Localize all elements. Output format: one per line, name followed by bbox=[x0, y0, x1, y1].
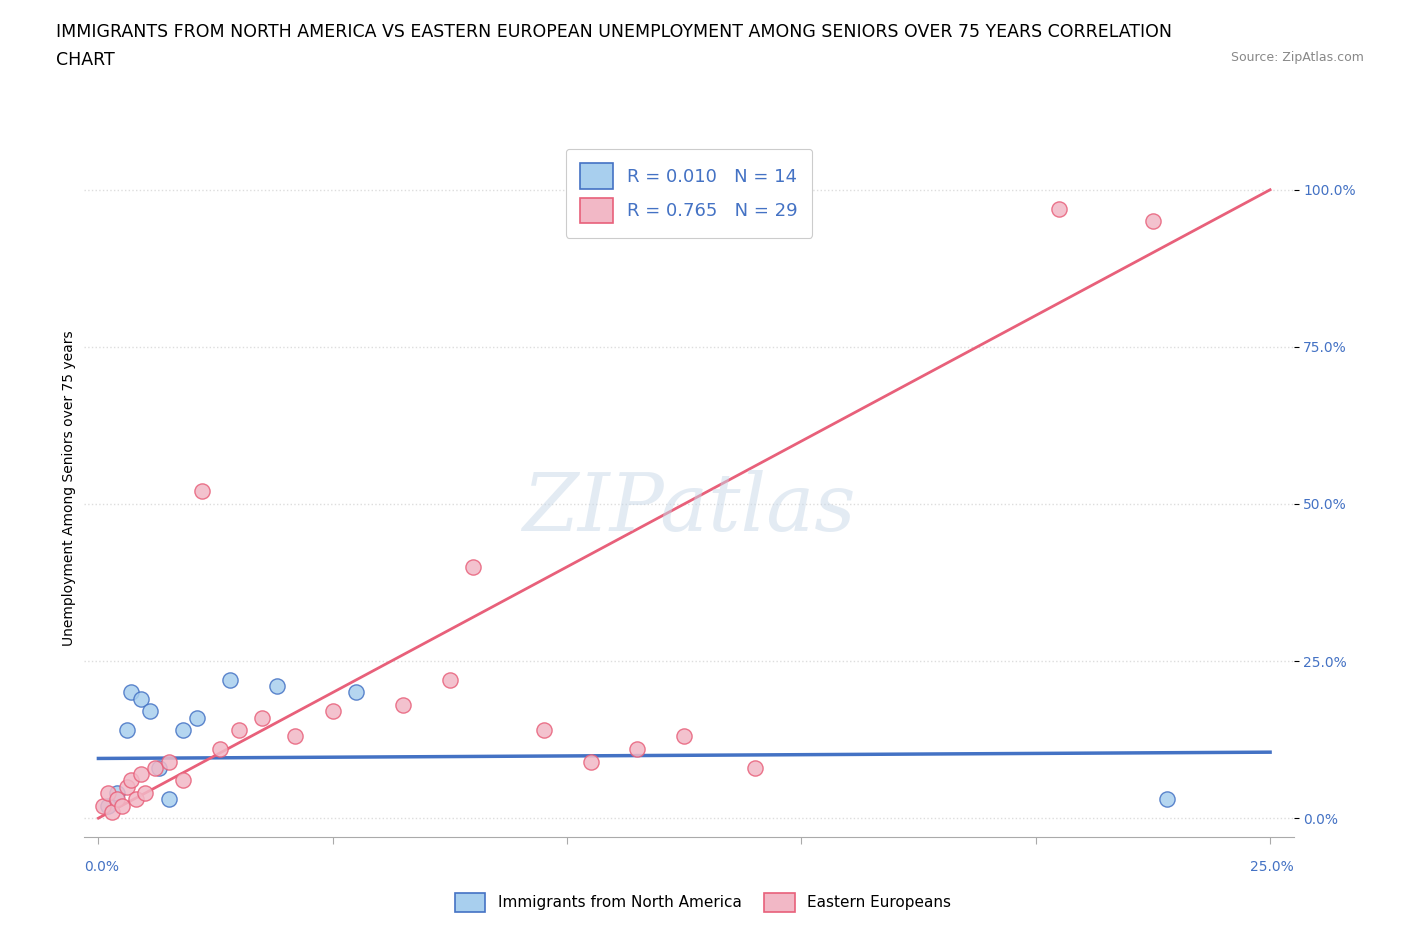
Point bbox=[218, 672, 240, 687]
Point bbox=[105, 791, 128, 806]
Text: ZIPatlas: ZIPatlas bbox=[522, 471, 856, 548]
Point bbox=[129, 691, 152, 706]
Text: 25.0%: 25.0% bbox=[1250, 860, 1294, 874]
Y-axis label: Unemployment Among Seniors over 75 years: Unemployment Among Seniors over 75 years bbox=[62, 330, 76, 646]
Point bbox=[97, 786, 120, 801]
Legend: R = 0.010   N = 14, R = 0.765   N = 29: R = 0.010 N = 14, R = 0.765 N = 29 bbox=[565, 149, 813, 237]
Point bbox=[228, 723, 250, 737]
Point bbox=[533, 723, 555, 737]
Point bbox=[209, 741, 232, 756]
Point bbox=[322, 704, 344, 719]
Point bbox=[115, 723, 138, 737]
Text: IMMIGRANTS FROM NORTH AMERICA VS EASTERN EUROPEAN UNEMPLOYMENT AMONG SENIORS OVE: IMMIGRANTS FROM NORTH AMERICA VS EASTERN… bbox=[56, 23, 1173, 41]
Point bbox=[148, 761, 170, 776]
Point bbox=[392, 698, 415, 712]
Point bbox=[139, 704, 162, 719]
Point bbox=[97, 798, 120, 813]
Point bbox=[157, 754, 180, 769]
Point bbox=[120, 773, 142, 788]
Point bbox=[172, 773, 194, 788]
Point bbox=[143, 761, 166, 776]
Legend: Immigrants from North America, Eastern Europeans: Immigrants from North America, Eastern E… bbox=[449, 887, 957, 918]
Point bbox=[186, 711, 208, 725]
Text: Source: ZipAtlas.com: Source: ZipAtlas.com bbox=[1230, 51, 1364, 64]
Point bbox=[344, 685, 367, 700]
Point bbox=[157, 791, 180, 806]
Text: CHART: CHART bbox=[56, 51, 115, 69]
Point bbox=[134, 786, 156, 801]
Point bbox=[172, 723, 194, 737]
Point bbox=[101, 804, 124, 819]
Text: 0.0%: 0.0% bbox=[84, 860, 120, 874]
Point bbox=[125, 791, 148, 806]
Point bbox=[439, 672, 461, 687]
Point bbox=[1156, 791, 1178, 806]
Point bbox=[129, 766, 152, 781]
Point bbox=[190, 484, 212, 498]
Point bbox=[91, 798, 114, 813]
Point bbox=[673, 729, 696, 744]
Point bbox=[105, 786, 128, 801]
Point bbox=[579, 754, 602, 769]
Point bbox=[284, 729, 307, 744]
Point bbox=[252, 711, 274, 725]
Point bbox=[266, 679, 288, 694]
Point bbox=[626, 741, 648, 756]
Point bbox=[744, 761, 766, 776]
Point bbox=[1142, 214, 1164, 229]
Point bbox=[111, 798, 134, 813]
Point bbox=[120, 685, 142, 700]
Point bbox=[115, 779, 138, 794]
Point bbox=[1047, 201, 1070, 216]
Point bbox=[463, 559, 485, 574]
